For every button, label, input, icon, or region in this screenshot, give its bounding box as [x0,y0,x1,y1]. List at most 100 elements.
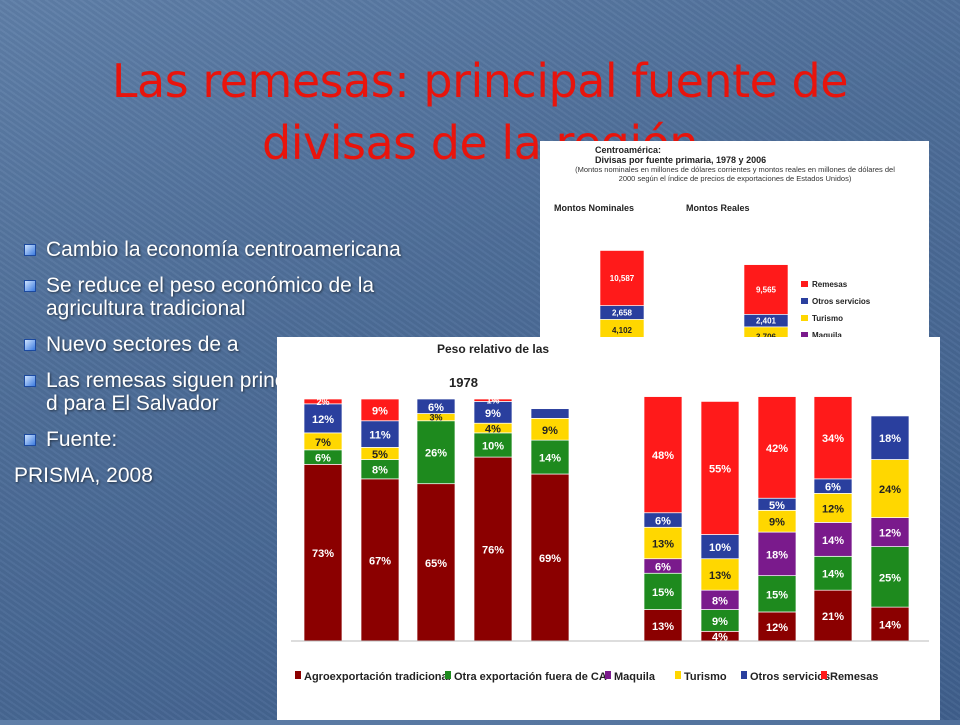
chart2-bar-segment [870,415,910,460]
bullet-item: Nuevo sectores de a [14,333,414,356]
chart2-bar-segment [757,396,797,499]
chart2-bar-segment [643,572,683,610]
chart2-data-label: 42% [766,443,788,455]
chart2-data-label: 1% [486,396,499,406]
chart2-data-label: 69% [539,553,561,565]
chart1-bar-segment [743,264,789,315]
chart2-data-label: 5% [372,449,388,461]
chart1-legend-label: Remesas [812,280,848,289]
chart2-legend-label: Turismo [684,671,727,683]
chart2-data-label: 4% [485,424,501,436]
chart2-data-label: 14% [822,569,844,581]
bullet-item: Cambio la economía centroamericana [14,238,414,261]
chart2-data-label: 73% [312,548,334,560]
chart2-data-label: 15% [652,587,674,599]
chart2-data-label: 12% [312,414,334,426]
chart1-title: Centroamérica: [595,145,661,155]
chart2-legend-label: Agroexportación tradicional [304,671,451,683]
chart2-data-label: 26% [425,448,447,460]
chart2-data-label: 12% [879,528,901,540]
chart1-group-label-nominal: Montos Nominales [554,203,634,213]
relative-weight-chart-panel: Peso relativo de las 1978 73% 6% 7% 12% 2% 67… [277,337,940,720]
bullet-square-icon [24,244,36,256]
chart2-group-label: 1978 [449,375,478,390]
chart2-data-label: 8% [372,465,388,477]
chart2-legend-swatch [675,671,681,679]
chart2-data-label: 6% [655,516,671,528]
source-citation: PRISMA, 2008 [14,464,153,487]
chart2-bar-segment [700,534,740,560]
chart2-legend-label: Remesas [830,671,878,683]
chart1-legend-swatch [801,315,808,321]
chart2-data-label: 3% [429,413,442,423]
chart1-data-label: 4,102 [612,326,633,335]
bullet-text: Fuente: [46,428,118,451]
chart2-data-label: 9% [712,616,728,628]
chart1-legend-swatch [801,281,808,287]
slide-title-line-1: Las remesas: principal fuente de [111,54,849,108]
chart2-data-label: 48% [652,450,674,462]
relative-weight-stacked-chart: Peso relativo de las 1978 73% 6% 7% 12% 2% 67… [291,342,929,683]
chart2-legend-label: Otros servicios [750,671,830,683]
bullet-text: Nuevo sectores de a [46,333,239,356]
chart2-data-label: 9% [485,408,501,420]
bullet-text: Cambio la economía centroamericana [46,238,401,261]
chart1-data-label: 10,587 [610,274,635,283]
chart2-data-label: 9% [769,517,785,529]
chart2-data-label: 18% [766,549,788,561]
chart2-data-label: 11% [369,430,391,442]
chart2-data-label: 14% [822,535,844,547]
chart2-data-label: 13% [652,621,674,633]
chart2-data-label: 12% [766,622,788,634]
chart1-subtitle: Divisas por fuente primaria, 1978 y 2006 [595,155,766,165]
chart2-bar-segment [870,546,910,608]
chart2-bar-segment [360,398,400,422]
chart2-data-label: 21% [822,611,844,623]
chart2-legend-label: Maquila [614,671,656,683]
chart1-bar-segment [599,250,645,306]
chart2-data-label: 9% [542,425,558,437]
chart2-data-label: 6% [428,402,444,414]
bullet-list: Cambio la economía centroamericana Se re… [14,238,414,487]
chart2-data-label: 14% [879,620,901,632]
chart1-legend-swatch [801,298,808,304]
chart2-bar-segment [700,558,740,591]
chart2-data-label: 18% [879,433,901,445]
chart2-bar-segment [303,463,343,642]
chart2-bar-segment [360,420,400,448]
chart1-legend-swatch [801,332,808,338]
chart2-bar-segment [757,531,797,577]
chart2-data-label: 10% [709,542,731,554]
chart2-data-label: 6% [315,453,331,465]
bullet-square-icon [24,339,36,351]
chart2-bars: 73%6%7%12%2%67%8%5%11%9%65%26%3%6%76%10%… [303,396,910,644]
chart2-bar-segment [870,459,910,518]
chart2-data-label: 10% [482,440,504,452]
chart2-bar-segment [813,555,853,591]
chart2-bar-segment [530,439,570,475]
chart2-data-label: 12% [822,503,844,515]
chart2-legend-swatch [445,671,451,679]
chart2-data-label: 34% [822,433,844,445]
chart2-data-label: 13% [709,570,731,582]
chart2-legend-swatch [605,671,611,679]
chart1-group-label-real: Montos Reales [686,203,750,213]
chart2-data-label: 55% [709,463,731,475]
chart2-bar-segment [360,478,400,642]
chart2-data-label: 13% [652,538,674,550]
chart2-bar-segment [473,432,513,458]
chart2-data-label: 6% [655,561,671,573]
chart2-bar-segment [303,398,343,405]
chart2-data-label: 8% [712,595,728,607]
chart2-data-label: 15% [766,589,788,601]
chart2-bar-segment [700,401,740,535]
chart2-bar-segment [643,609,683,642]
chart1-data-label: 2,401 [756,317,777,326]
chart1-legend-label: Otros servicios [812,297,871,306]
chart2-bar-segment [530,408,570,419]
chart2-data-label: 24% [879,484,901,496]
chart2-data-label: 7% [315,437,331,449]
chart2-bar-segment [870,606,910,642]
chart2-data-label: 6% [825,482,841,494]
chart2-legend-swatch [295,671,301,679]
